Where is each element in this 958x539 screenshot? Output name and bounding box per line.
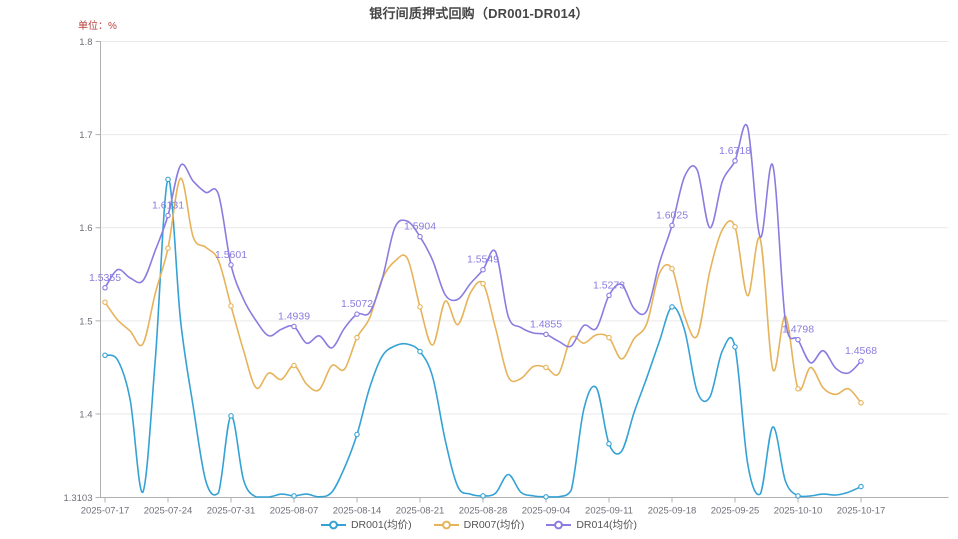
data-point-marker-dr007 — [228, 303, 234, 309]
x-axis-label: 2025-08-28 — [459, 506, 508, 517]
data-point-marker-dr014 — [228, 262, 234, 268]
data-point-marker-dr007 — [480, 280, 486, 287]
data-point-marker-dr001 — [102, 352, 108, 359]
point-value-label: 1.6131 — [152, 200, 184, 212]
y-axis-label: 1.5 — [79, 316, 92, 327]
data-point-marker-dr007 — [291, 362, 297, 369]
legend-label-dr007: DR007(均价) — [463, 519, 525, 531]
legend-line-circle-icon — [433, 520, 459, 529]
point-value-label: 1.5273 — [593, 279, 625, 291]
point-value-label: 1.5904 — [404, 221, 436, 233]
x-axis-label: 2025-09-11 — [585, 506, 633, 517]
data-point-marker-dr001 — [732, 344, 738, 350]
data-point-marker-dr001 — [417, 348, 423, 355]
point-value-label: 1.4855 — [530, 318, 562, 330]
legend-label-dr001: DR001(均价) — [350, 519, 412, 531]
legend-item-dr001[interactable]: DR001(均价) — [320, 517, 412, 532]
y-axis-label: 1.4 — [79, 409, 92, 420]
legend-line-circle-icon — [546, 520, 572, 529]
x-axis-label: 2025-08-07 — [270, 506, 319, 517]
x-axis-label: 2025-07-31 — [207, 506, 256, 517]
data-point-marker-dr014 — [291, 323, 297, 330]
point-value-label: 1.5549 — [467, 254, 499, 266]
data-point-marker-dr001 — [291, 493, 297, 499]
data-point-marker-dr007 — [669, 265, 675, 272]
series-line-dr001 — [104, 178, 862, 498]
chart-legend: DR001(均价) DR007(均价) DR014(均价) — [0, 517, 958, 532]
data-point-marker-dr014 — [732, 158, 738, 164]
legend-label-dr014: DR014(均价) — [576, 519, 638, 531]
data-point-marker-dr014 — [858, 358, 864, 364]
series-line-dr007 — [104, 177, 862, 404]
legend-item-dr014[interactable]: DR014(均价) — [546, 517, 637, 532]
data-point-marker-dr007 — [417, 304, 423, 310]
data-point-marker-dr007 — [858, 400, 864, 406]
x-axis-label: 2025-08-21 — [396, 506, 445, 517]
data-point-marker-dr007 — [732, 224, 738, 230]
data-point-marker-dr014 — [669, 222, 675, 229]
data-point-marker-dr007 — [354, 334, 360, 341]
point-value-label: 1.4568 — [845, 345, 877, 357]
chart-title: 银行间质押式回购（DR001-DR014） — [369, 6, 589, 21]
y-axis-label: 1.3103 — [63, 493, 92, 504]
point-value-label: 1.5601 — [215, 249, 247, 261]
unit-label: 单位：% — [78, 21, 117, 32]
data-point-marker-dr001 — [606, 441, 612, 447]
data-point-marker-dr001 — [354, 431, 360, 438]
data-point-marker-dr001 — [858, 483, 864, 490]
point-value-label: 1.6718 — [719, 145, 751, 157]
data-point-marker-dr014 — [606, 292, 612, 299]
x-axis-label: 2025-07-17 — [81, 506, 130, 517]
data-point-marker-dr014 — [165, 212, 171, 219]
x-axis-label: 2025-07-24 — [144, 506, 193, 517]
data-point-marker-dr001 — [795, 493, 801, 499]
data-point-marker-dr001 — [165, 176, 171, 183]
data-point-marker-dr014 — [480, 266, 486, 273]
x-axis-label: 2025-09-18 — [648, 506, 697, 517]
data-point-marker-dr014 — [543, 331, 549, 338]
data-point-marker-dr014 — [417, 233, 423, 240]
y-axis-label: 1.6 — [79, 223, 92, 234]
point-value-label: 1.6025 — [656, 209, 688, 221]
y-axis-label: 1.8 — [79, 37, 92, 48]
data-point-marker-dr014 — [354, 311, 360, 317]
data-point-marker-dr007 — [102, 299, 108, 305]
data-point-marker-dr001 — [480, 493, 486, 499]
data-point-marker-dr001 — [543, 494, 549, 500]
point-value-label: 1.4939 — [278, 311, 310, 323]
x-axis-label: 2025-08-14 — [333, 506, 382, 517]
point-value-label: 1.4798 — [782, 324, 814, 336]
y-axis-label: 1.7 — [79, 130, 92, 141]
data-point-marker-dr001 — [669, 304, 675, 310]
data-point-marker-dr007 — [606, 334, 612, 341]
data-point-marker-dr007 — [165, 245, 171, 251]
data-point-marker-dr007 — [543, 364, 549, 371]
x-axis-label: 2025-09-04 — [522, 506, 571, 517]
x-axis-label: 2025-10-17 — [837, 506, 886, 517]
point-value-label: 1.5355 — [89, 272, 121, 284]
legend-item-dr007[interactable]: DR007(均价) — [433, 517, 525, 532]
data-point-marker-dr014 — [795, 336, 801, 343]
point-value-label: 1.5072 — [341, 298, 373, 310]
legend-line-circle-icon — [320, 520, 346, 529]
x-axis-label: 2025-09-25 — [711, 506, 760, 517]
data-point-marker-dr014 — [102, 285, 108, 291]
data-point-marker-dr001 — [228, 413, 234, 419]
x-axis-label: 2025-10-10 — [774, 506, 823, 517]
data-point-marker-dr007 — [795, 386, 801, 392]
